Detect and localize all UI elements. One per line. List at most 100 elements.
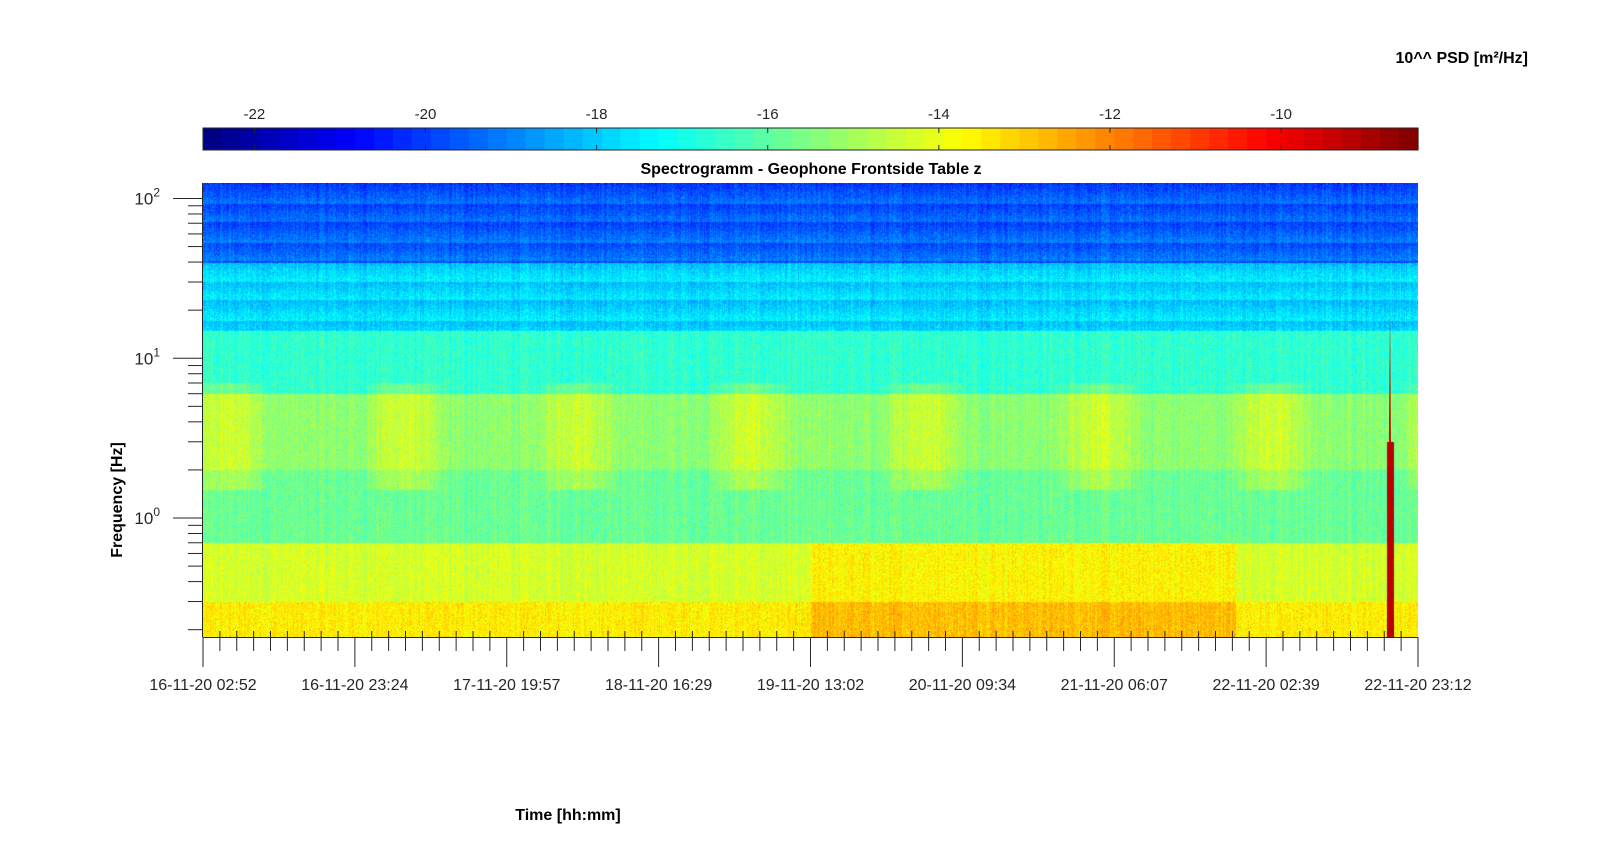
colorbar-tick-label: -20 — [415, 106, 437, 123]
spectrogram-heatmap — [203, 183, 1418, 637]
x-tick-label: 22-11-20 02:39 — [1212, 677, 1319, 694]
colorbar-segment — [544, 128, 565, 150]
colorbar-segment — [791, 128, 812, 150]
x-tick-label: 22-11-20 23:12 — [1364, 677, 1471, 694]
x-tick-label: 16-11-20 02:52 — [149, 677, 256, 694]
colorbar-segment — [1038, 128, 1058, 150]
colorbar-segment — [221, 128, 242, 150]
colorbar-segment — [449, 128, 470, 150]
colorbar-segment — [506, 128, 527, 150]
y-axis-label: Frequency [Hz] — [109, 442, 126, 558]
colorbar-segment — [753, 128, 774, 150]
colorbar-segment — [1304, 128, 1324, 150]
colorbar: -22 -20 -18 -16 -14 -12 -10 — [202, 106, 1419, 151]
colorbar-segment — [1342, 128, 1362, 150]
y-tick-base: 10 — [134, 349, 153, 368]
colorbar-segment — [696, 128, 717, 150]
y-tick-label: 101 — [134, 345, 160, 368]
chart-title: Spectrogramm - Geophone Frontside Table … — [640, 161, 981, 178]
x-tick-label: 19-11-20 13:02 — [757, 677, 864, 694]
colorbar-segment — [981, 128, 1001, 150]
colorbar-segment — [1095, 128, 1115, 150]
colorbar-segment — [1019, 128, 1039, 150]
y-tick-exponent: 1 — [153, 345, 160, 359]
colorbar-segment — [487, 128, 508, 150]
colorbar-segment — [278, 128, 299, 150]
colorbar-segment — [1057, 128, 1077, 150]
colorbar-label: 10^^ PSD [m²/Hz] — [1396, 50, 1528, 67]
colorbar-segment — [810, 128, 831, 150]
colorbar-frame — [202, 127, 1419, 151]
colorbar-segment — [354, 128, 375, 150]
colorbar-segment — [203, 128, 223, 150]
x-tick-label: 21-11-20 06:07 — [1061, 677, 1168, 694]
colorbar-segment — [316, 128, 337, 150]
colorbar-segment — [829, 128, 850, 150]
colorbar-segment — [1209, 128, 1229, 150]
colorbar-segment — [772, 128, 793, 150]
colorbar-segment — [1380, 128, 1400, 150]
colorbar-segment — [373, 128, 394, 150]
colorbar-segment — [905, 128, 926, 150]
colorbar-segment — [867, 128, 888, 150]
y-tick-label: 100 — [134, 505, 160, 528]
x-tick-label: 18-11-20 16:29 — [605, 677, 712, 694]
colorbar-segment — [848, 128, 869, 150]
colorbar-segment — [259, 128, 280, 150]
colorbar-segment — [1228, 128, 1248, 150]
colorbar-segment — [715, 128, 736, 150]
colorbar-segment — [1285, 128, 1305, 150]
colorbar-segment — [1171, 128, 1191, 150]
colorbar-segment — [1190, 128, 1210, 150]
colorbar-tick-label: -22 — [243, 106, 265, 123]
colorbar-tick-label: -16 — [757, 106, 779, 123]
x-axis: 16-11-20 02:52 16-11-20 23:24 17-11-20 19:… — [149, 631, 1472, 694]
colorbar-segment — [962, 128, 982, 150]
colorbar-segment — [297, 128, 318, 150]
colorbar-segment — [601, 128, 622, 150]
colorbar-segment — [392, 128, 413, 150]
colorbar-segment — [1000, 128, 1020, 150]
colorbar-tick-label: -14 — [928, 106, 950, 123]
colorbar-segment — [1399, 128, 1419, 150]
colorbar-segment — [1323, 128, 1343, 150]
x-tick-label: 17-11-20 19:57 — [453, 677, 560, 694]
colorbar-segment — [620, 128, 641, 150]
colorbar-segment — [1114, 128, 1134, 150]
colorbar-segment — [886, 128, 907, 150]
x-tick-label: 20-11-20 09:34 — [909, 677, 1016, 694]
colorbar-segment — [525, 128, 546, 150]
colorbar-segment — [1076, 128, 1096, 150]
colorbar-tick-label: -18 — [586, 106, 608, 123]
colorbar-tick-label: -10 — [1270, 106, 1292, 123]
colorbar-segment — [582, 128, 603, 150]
colorbar-segment — [734, 128, 755, 150]
colorbar-segment — [1266, 128, 1286, 150]
heatmap-image — [203, 183, 1418, 637]
colorbar-segment — [1133, 128, 1153, 150]
colorbar-segment — [639, 128, 660, 150]
colorbar-segment — [1361, 128, 1381, 150]
y-tick-base: 10 — [134, 189, 153, 208]
colorbar-segment — [1152, 128, 1172, 150]
y-tick-exponent: 2 — [153, 185, 160, 199]
y-tick-label: 102 — [134, 185, 160, 208]
colorbar-segment — [658, 128, 679, 150]
colorbar-segment — [677, 128, 698, 150]
colorbar-segment — [430, 128, 451, 150]
y-tick-base: 10 — [134, 509, 153, 528]
colorbar-segment — [335, 128, 356, 150]
colorbar-segment — [563, 128, 584, 150]
colorbar-segment — [943, 128, 963, 150]
x-tick-label: 16-11-20 23:24 — [301, 677, 408, 694]
event-spike — [1387, 310, 1395, 637]
colorbar-segment — [468, 128, 489, 150]
colorbar-segment — [411, 128, 432, 150]
colorbar-segment — [240, 128, 261, 150]
x-axis-label: Time [hh:mm] — [515, 807, 620, 824]
y-tick-exponent: 0 — [153, 505, 160, 519]
colorbar-segment — [1247, 128, 1267, 150]
colorbar-tick-label: -12 — [1099, 106, 1121, 123]
